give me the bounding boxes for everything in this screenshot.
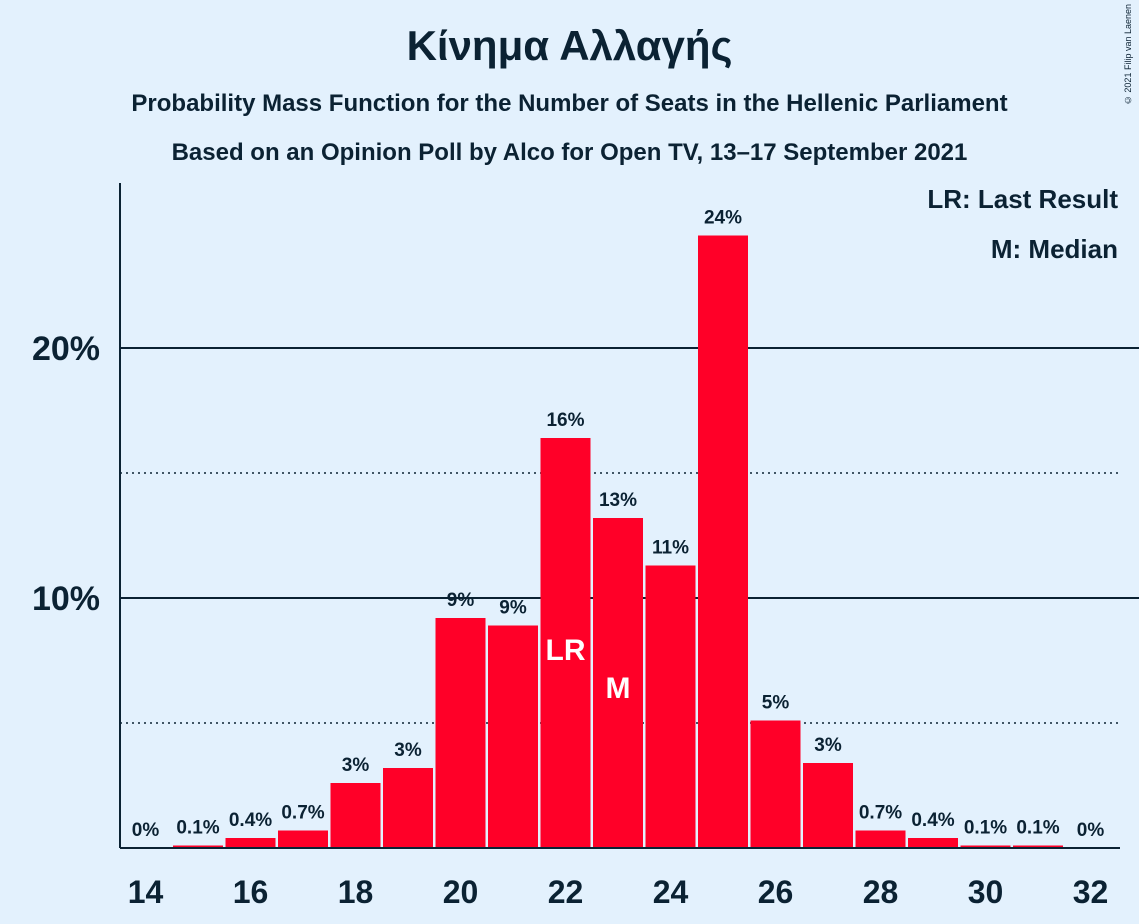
x-tick-label: 28	[863, 874, 899, 910]
bar	[645, 565, 696, 848]
data-label: 0.1%	[1016, 818, 1059, 839]
bar	[173, 845, 223, 848]
bar	[488, 625, 538, 848]
bar	[750, 720, 801, 848]
x-tick-label: 20	[443, 874, 479, 910]
data-label: 0.4%	[911, 810, 954, 831]
bar	[908, 838, 958, 848]
x-tick-label: 26	[758, 874, 794, 910]
legend-median: M: Median	[990, 234, 1118, 264]
x-tick-label: 18	[338, 874, 374, 910]
data-label: 0.7%	[281, 803, 324, 824]
data-label: 24%	[704, 208, 742, 229]
data-label: 11%	[652, 538, 689, 559]
data-label: 0%	[132, 820, 160, 841]
data-label: 0.1%	[964, 818, 1007, 839]
bar	[225, 838, 276, 848]
x-tick-label: 24	[653, 874, 689, 910]
bar	[855, 830, 906, 848]
chart-title: Κίνημα Αλλαγής	[406, 22, 733, 69]
bar	[383, 768, 433, 848]
bar-marker-label: M	[606, 672, 631, 705]
data-label: 0%	[1077, 820, 1105, 841]
x-tick-label: 22	[548, 874, 584, 910]
bar	[278, 830, 328, 848]
data-label: 9%	[447, 590, 475, 611]
y-tick-label: 10%	[32, 580, 100, 618]
data-label: 0.7%	[859, 803, 902, 824]
bar	[1013, 845, 1063, 848]
bar	[540, 438, 591, 848]
data-label: 0.1%	[176, 818, 219, 839]
x-tick-label: 30	[968, 874, 1004, 910]
bar	[803, 763, 853, 848]
bar	[593, 518, 643, 848]
data-label: 9%	[499, 598, 527, 619]
data-label: 16%	[546, 410, 584, 431]
x-tick-label: 14	[128, 874, 164, 910]
legend-last-result: LR: Last Result	[927, 184, 1118, 214]
chart-subtitle: Probability Mass Function for the Number…	[131, 90, 1008, 117]
data-label: 13%	[599, 490, 637, 511]
bar	[435, 618, 486, 848]
data-label: 3%	[394, 740, 422, 761]
bar	[698, 235, 748, 848]
bar-marker-label: LR	[546, 634, 586, 667]
data-label: 5%	[762, 693, 790, 714]
chart-source: Based on an Opinion Poll by Alco for Ope…	[171, 139, 968, 166]
x-tick-label: 16	[233, 874, 269, 910]
x-tick-label: 32	[1073, 874, 1109, 910]
bar	[330, 783, 381, 848]
y-tick-label: 20%	[32, 330, 100, 368]
data-label: 3%	[342, 755, 370, 776]
data-label: 0.4%	[229, 810, 272, 831]
bar	[960, 845, 1011, 848]
data-label: 3%	[814, 735, 842, 756]
